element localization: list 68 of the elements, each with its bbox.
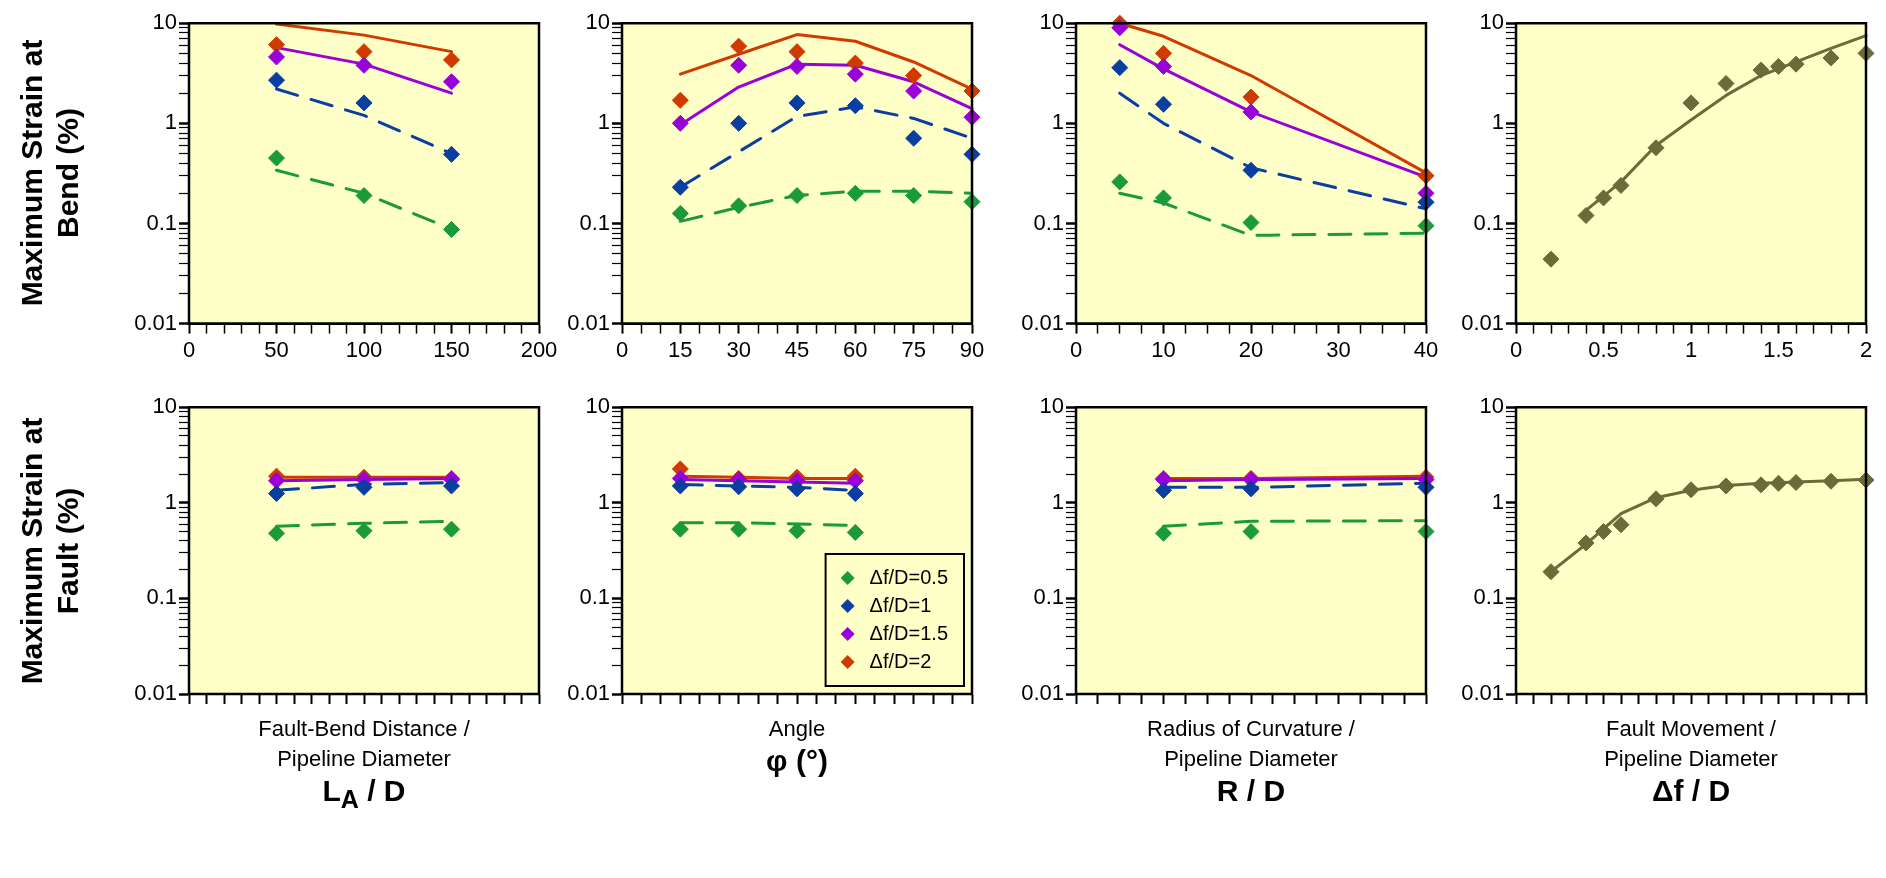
text: Δf / D <box>1650 774 1732 808</box>
text: L$_{A}$ / D <box>321 774 407 814</box>
y-tick-label: 10 <box>1479 393 1504 419</box>
legend-label: Δf/D=1 <box>869 593 932 616</box>
text: R / D <box>1215 774 1287 808</box>
x-tick-label: 150 <box>433 336 470 362</box>
x-tick-label: 2 <box>1859 336 1873 362</box>
y-tick-label: 1 <box>1491 109 1504 135</box>
x-tick-label: 20 <box>1238 336 1264 362</box>
text: φ (°) <box>765 744 829 778</box>
x-tick-label: 45 <box>784 336 810 362</box>
legend-label: Δf/D=2 <box>869 649 932 672</box>
x-tick-label: 30 <box>1326 336 1351 362</box>
x-axis-title: Fault Movement / Pipeline Diameter <box>1603 715 1779 773</box>
y-tick-label: 10 <box>585 9 610 35</box>
x-tick-label: 10 <box>1151 336 1176 362</box>
y-tick-label: 0.1 <box>1473 209 1504 235</box>
y-tick-label: 0.1 <box>146 584 177 610</box>
x-tick-label: 100 <box>345 336 383 362</box>
y-tick-label: 0.1 <box>1033 209 1064 235</box>
y-tick-label: 1 <box>1051 109 1064 135</box>
x-tick-label: 40 <box>1413 336 1439 362</box>
legend-label: Δf/D=0.5 <box>869 565 949 588</box>
y-tick-label: 1 <box>597 488 610 514</box>
x-tick-label: 0 <box>615 336 629 362</box>
y-tick-label: 0.01 <box>567 309 610 335</box>
x-tick-label: 0.5 <box>1588 336 1619 362</box>
y-tick-label: 0.01 <box>1461 680 1504 706</box>
y-axis-title: Maximum Strain at Fault (%) <box>14 416 85 686</box>
y-tick-label: 1 <box>1051 488 1064 514</box>
x-axis-title: Radius of Curvature / Pipeline Diameter <box>1146 715 1356 773</box>
y-tick-label: 10 <box>152 9 177 35</box>
y-tick-label: 0.1 <box>1033 584 1064 610</box>
x-tick-label: 1 <box>1684 336 1698 362</box>
y-tick-label: 0.01 <box>134 680 177 706</box>
x-tick-label: 90 <box>959 336 985 362</box>
y-tick-label: 10 <box>1039 9 1064 35</box>
x-tick-label: 15 <box>668 336 693 362</box>
legend-label: Δf/D=1.5 <box>869 621 949 644</box>
y-axis-title: Maximum Strain at Bend (%) <box>14 39 85 309</box>
y-tick-label: 1 <box>164 488 177 514</box>
y-tick-label: 0.1 <box>579 584 610 610</box>
y-tick-label: 1 <box>164 109 177 135</box>
y-tick-label: 10 <box>1479 9 1504 35</box>
x-tick-label: 200 <box>520 336 558 362</box>
x-tick-label: 0 <box>1069 336 1083 362</box>
x-tick-label: 75 <box>901 336 926 362</box>
y-tick-label: 10 <box>1039 393 1064 419</box>
x-tick-label: 0 <box>182 336 196 362</box>
x-tick-label: 50 <box>264 336 289 362</box>
y-tick-label: 1 <box>597 109 610 135</box>
y-tick-label: 0.01 <box>134 309 177 335</box>
y-tick-label: 0.01 <box>1461 309 1504 335</box>
x-tick-label: 0 <box>1509 336 1523 362</box>
x-tick-label: 60 <box>843 336 868 362</box>
y-tick-label: 0.1 <box>1473 584 1504 610</box>
y-tick-label: 0.1 <box>146 209 177 235</box>
x-axis-title: Fault-Bend Distance / Pipeline Diameter <box>257 715 471 773</box>
y-tick-label: 10 <box>152 393 177 419</box>
x-axis-title: Angle <box>767 715 827 743</box>
y-tick-label: 1 <box>1491 488 1504 514</box>
y-tick-label: 0.1 <box>579 209 610 235</box>
y-tick-label: 0.01 <box>1021 680 1064 706</box>
x-tick-label: 30 <box>726 336 751 362</box>
x-tick-label: 1.5 <box>1763 336 1794 362</box>
y-tick-label: 0.01 <box>1021 309 1064 335</box>
y-tick-label: 10 <box>585 393 610 419</box>
y-tick-label: 0.01 <box>567 680 610 706</box>
